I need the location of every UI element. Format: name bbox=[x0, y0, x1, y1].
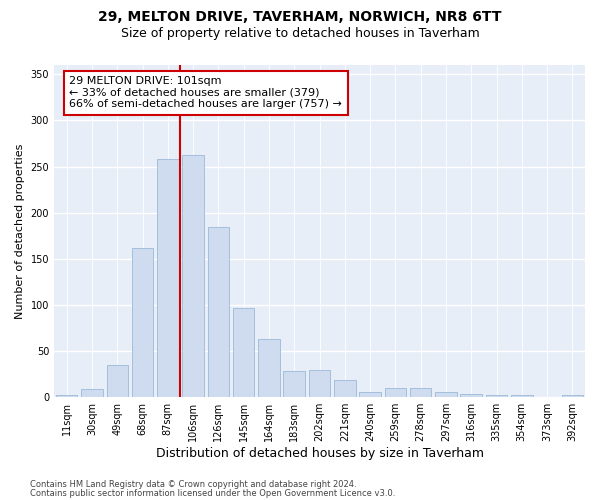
Bar bbox=[511, 396, 533, 397]
Bar bbox=[157, 159, 179, 397]
Text: 29 MELTON DRIVE: 101sqm
← 33% of detached houses are smaller (379)
66% of semi-d: 29 MELTON DRIVE: 101sqm ← 33% of detache… bbox=[69, 76, 342, 110]
Text: Contains HM Land Registry data © Crown copyright and database right 2024.: Contains HM Land Registry data © Crown c… bbox=[30, 480, 356, 489]
Bar bbox=[435, 392, 457, 397]
Bar bbox=[334, 380, 356, 397]
Text: 29, MELTON DRIVE, TAVERHAM, NORWICH, NR8 6TT: 29, MELTON DRIVE, TAVERHAM, NORWICH, NR8… bbox=[98, 10, 502, 24]
Bar bbox=[283, 372, 305, 397]
Bar bbox=[81, 389, 103, 397]
Bar bbox=[56, 396, 77, 397]
Bar bbox=[562, 396, 583, 397]
Text: Contains public sector information licensed under the Open Government Licence v3: Contains public sector information licen… bbox=[30, 489, 395, 498]
Bar bbox=[132, 248, 153, 397]
Bar bbox=[309, 370, 330, 397]
Bar bbox=[182, 154, 204, 397]
X-axis label: Distribution of detached houses by size in Taverham: Distribution of detached houses by size … bbox=[155, 447, 484, 460]
Bar bbox=[208, 228, 229, 397]
Bar bbox=[460, 394, 482, 397]
Bar bbox=[258, 339, 280, 397]
Bar bbox=[385, 388, 406, 397]
Bar bbox=[410, 388, 431, 397]
Bar bbox=[233, 308, 254, 397]
Bar bbox=[359, 392, 381, 397]
Bar bbox=[486, 396, 507, 397]
Y-axis label: Number of detached properties: Number of detached properties bbox=[15, 144, 25, 319]
Bar bbox=[107, 365, 128, 397]
Text: Size of property relative to detached houses in Taverham: Size of property relative to detached ho… bbox=[121, 28, 479, 40]
